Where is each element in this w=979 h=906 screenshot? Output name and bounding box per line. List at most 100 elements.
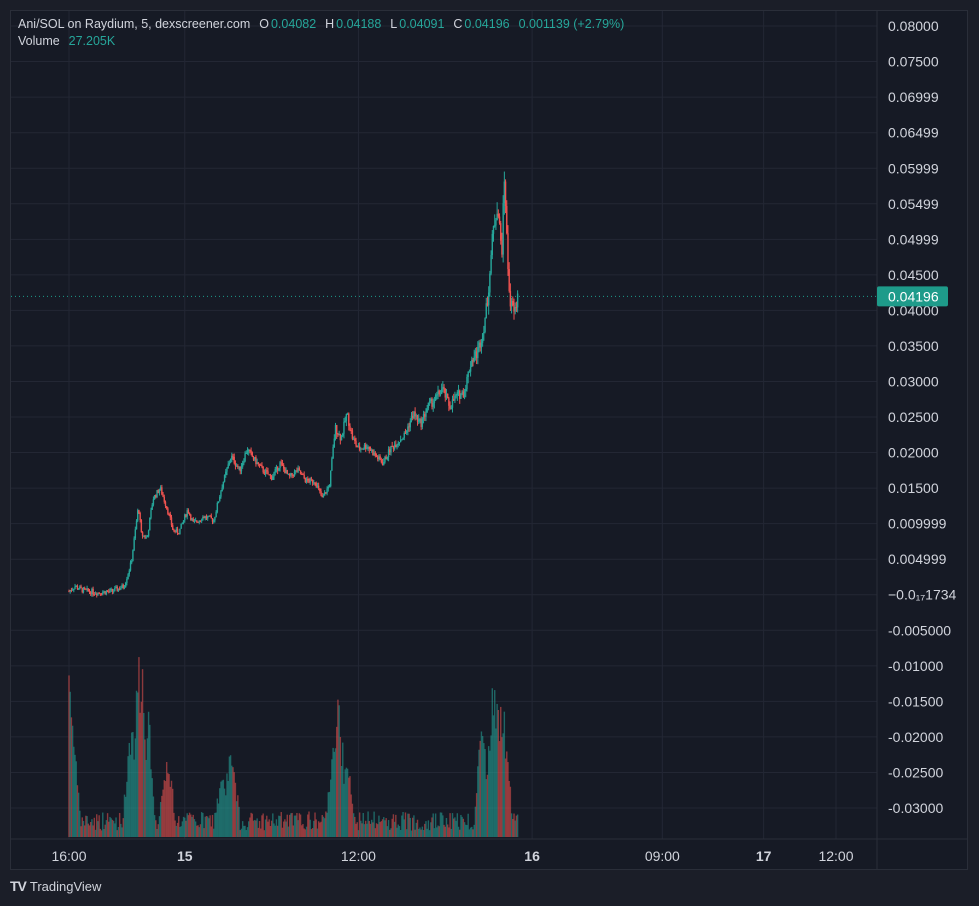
volume-bar — [297, 820, 299, 837]
chart-frame[interactable]: 0.08000 0.07500 0.06999 0.06499 0.05999 0.054… — [10, 10, 968, 870]
volume-bar — [235, 801, 238, 837]
candle-body — [366, 447, 368, 449]
candle-body — [278, 468, 280, 471]
candle-body — [315, 483, 317, 487]
candle-body — [309, 478, 311, 483]
candle-body — [475, 351, 478, 359]
candle-body — [356, 445, 358, 448]
volume-bar — [360, 820, 362, 837]
volume-bar — [328, 791, 331, 837]
volume-bar — [501, 737, 503, 837]
volume-bar — [237, 795, 239, 837]
candle-body — [384, 456, 386, 463]
volume-bar — [293, 815, 296, 837]
volume-bar — [304, 829, 307, 837]
volume-bar — [449, 813, 451, 837]
candle-body — [109, 589, 111, 592]
candle-body — [153, 495, 156, 500]
candle-body — [419, 419, 421, 421]
candle-body — [467, 371, 469, 377]
volume-bar — [369, 823, 372, 837]
candle-body — [355, 440, 357, 446]
volume-bar — [232, 767, 234, 837]
volume-bar — [432, 813, 434, 837]
volume-bar — [169, 786, 172, 837]
volume-bar — [322, 816, 325, 837]
volume-bar — [380, 821, 383, 837]
candle-body — [274, 468, 276, 473]
candle-body — [227, 464, 229, 469]
volume-bar — [80, 826, 82, 837]
volume-bar — [199, 824, 202, 837]
volume-bar — [87, 823, 89, 837]
candle-body — [415, 415, 418, 417]
volume-bar — [261, 815, 263, 837]
volume-bar — [185, 820, 187, 837]
volume-bar — [338, 705, 340, 837]
price-tick-label: −0.0₁₇1734 — [888, 587, 957, 603]
volume-bar — [278, 815, 280, 837]
volume-bar — [421, 826, 424, 837]
volume-bar — [110, 818, 112, 837]
volume-bar — [152, 796, 155, 837]
candle-body — [420, 419, 422, 427]
change-value: 0.001139 (+2.79%) — [518, 17, 625, 31]
candle-body — [327, 486, 329, 489]
candle-body — [344, 420, 346, 422]
volume-bar — [221, 780, 223, 837]
price-tick-label: 0.03500 — [888, 338, 939, 354]
candle-body — [79, 586, 81, 589]
volume-bar — [500, 706, 502, 837]
volume-bar — [489, 750, 491, 837]
volume-bar — [281, 827, 284, 837]
volume-bar — [103, 829, 105, 837]
volume-bar — [355, 823, 357, 837]
candle-body — [126, 578, 128, 583]
candle-body — [235, 465, 238, 467]
volume-bar — [249, 817, 251, 837]
volume-bar — [122, 818, 124, 837]
candle-body — [213, 520, 215, 522]
candle-body — [199, 520, 202, 522]
candle-body — [509, 290, 512, 307]
volume-bar — [393, 821, 396, 837]
volume-bar — [159, 801, 162, 837]
volume-bar — [453, 818, 455, 837]
chart-canvas[interactable]: 0.08000 0.07500 0.06999 0.06499 0.05999 0.054… — [11, 11, 967, 869]
volume-bar — [111, 819, 114, 837]
volume-bar — [83, 825, 86, 837]
volume-bar — [494, 690, 496, 837]
candle-body — [240, 466, 243, 472]
time-tick-label: 12:00 — [818, 848, 853, 864]
candle-body — [465, 389, 467, 392]
candle-body — [175, 528, 178, 532]
candle-body — [203, 517, 205, 519]
volume-bar — [143, 712, 145, 837]
candle-body — [295, 470, 297, 472]
candle-body — [239, 466, 241, 472]
candle-body — [132, 550, 134, 562]
volume-bar — [134, 738, 137, 837]
candle-body — [229, 459, 232, 463]
volume-bar — [194, 821, 197, 837]
candle-body — [246, 451, 249, 453]
volume-bar — [401, 815, 403, 837]
volume-bar — [158, 816, 161, 837]
volume-bar — [188, 812, 191, 837]
volume-bar — [191, 816, 193, 837]
price-tick-label: 0.04999 — [888, 231, 939, 247]
candle-body — [508, 269, 510, 291]
candle-body — [208, 515, 210, 517]
candle-body — [361, 448, 363, 450]
tradingview-footer[interactable]: TV TradingView — [10, 878, 101, 894]
volume-bar — [414, 829, 416, 837]
candle-body — [147, 530, 150, 537]
volume-bar — [106, 813, 109, 837]
candle-body — [461, 391, 463, 394]
candle-body — [264, 470, 267, 474]
candle-body — [269, 474, 272, 476]
volume-bar — [272, 813, 274, 837]
candle-body — [243, 461, 245, 464]
candle-body — [76, 585, 79, 590]
volume-bar — [288, 814, 291, 837]
